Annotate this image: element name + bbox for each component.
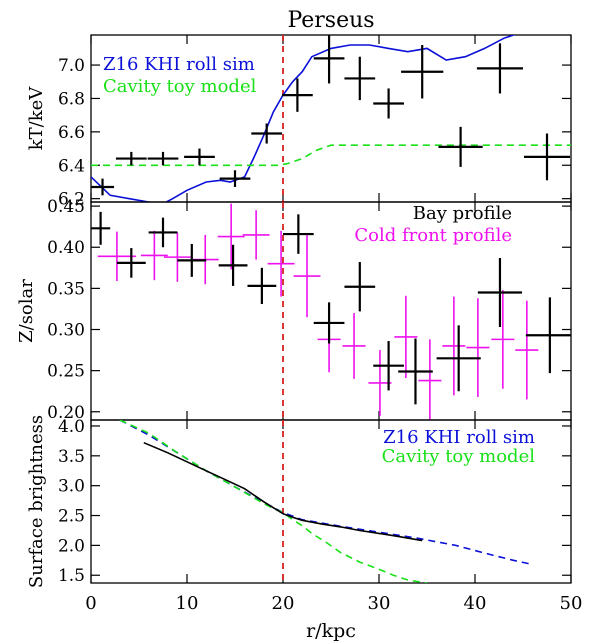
x-tick-label: 30 <box>368 593 391 614</box>
y-tick-label: 0.25 <box>47 362 85 382</box>
y-tick-label: 2.0 <box>58 536 85 556</box>
x-tick-label: 0 <box>85 593 96 614</box>
series-group <box>91 35 571 202</box>
x-tick-label: 10 <box>176 593 199 614</box>
plot-frame <box>90 419 572 584</box>
panel-middle: 0.20 0.25 0.30 0.35 0.40 0.45 Z/solar Bay profi… <box>16 197 572 423</box>
panel-top: 6.2 6.4 6.6 6.8 7.0 kT/keV Z16 KHI roll simCav… <box>26 34 572 210</box>
chart-title: Perseus <box>287 8 374 33</box>
y-tick-label: 0.35 <box>47 279 85 299</box>
legend-entry: Z16 KHI roll sim <box>103 54 255 75</box>
series-group <box>91 203 571 420</box>
series-line <box>91 144 571 167</box>
legend-entry: Z16 KHI roll sim <box>383 427 535 448</box>
y-tick-label: 3.5 <box>58 447 85 467</box>
series-line <box>143 441 423 542</box>
y-tick-label: 0.20 <box>47 403 85 423</box>
y-tick-label: 0.45 <box>47 197 85 217</box>
series-group <box>119 420 533 583</box>
legend-entry: Bay profile <box>413 203 512 224</box>
x-axis-label: r/kpc <box>306 620 356 641</box>
legend-entry: Cavity toy model <box>103 76 257 97</box>
y-tick-label: 4.0 <box>58 417 85 437</box>
y-tick-label: 3.0 <box>58 477 85 497</box>
y-tick-label: 1.5 <box>58 566 85 586</box>
panel-bottom: 1.5 2.0 2.5 3.0 3.5 4.0 Surface brightness Z16 … <box>26 415 572 588</box>
y-axis-label: Surface brightness <box>26 415 47 588</box>
series-line <box>119 420 428 583</box>
x-tick-label: 40 <box>464 593 487 614</box>
y-tick-label: 6.4 <box>58 156 85 176</box>
legend-entry: Cavity toy model <box>382 446 536 467</box>
y-tick-label: 6.2 <box>58 190 85 210</box>
y-tick-label: 6.8 <box>58 89 85 109</box>
y-axis-label: Z/solar <box>16 279 37 343</box>
y-axis-label: kT/keV <box>26 86 47 151</box>
y-tick-label: 7.0 <box>58 56 85 76</box>
series-line <box>91 35 516 202</box>
y-tick-label: 0.40 <box>47 238 85 258</box>
x-tick-label: 20 <box>272 593 295 614</box>
y-tick-label: 6.6 <box>58 123 85 143</box>
x-tick-label: 50 <box>560 593 583 614</box>
y-tick-label: 0.30 <box>47 321 85 341</box>
legend-entry: Cold front profile <box>354 225 512 246</box>
y-tick-label: 2.5 <box>58 507 85 527</box>
